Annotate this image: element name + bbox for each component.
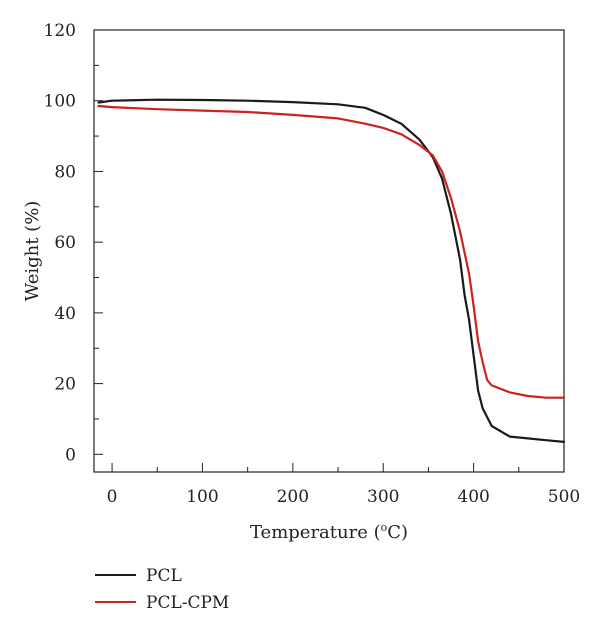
y-tick-label: 40 (54, 304, 76, 324)
y-tick-label: 120 (44, 21, 76, 41)
y-tick-label: 100 (44, 92, 76, 112)
x-tick-label: 200 (277, 487, 309, 507)
x-tick-label: 0 (107, 487, 118, 507)
y-tick-label: 80 (54, 162, 76, 182)
legend-label-pcl: PCL (146, 566, 182, 586)
legend: PCL PCL-CPM (95, 566, 229, 613)
x-axis-title: Temperature (oC) (250, 521, 408, 543)
x-tick-label: 500 (548, 487, 580, 507)
x-tick-label: 100 (186, 487, 218, 507)
y-tick-label: 0 (65, 445, 76, 465)
x-tick-label: 400 (457, 487, 489, 507)
legend-label-pcl-cpm: PCL-CPM (146, 593, 229, 613)
y-tick-label: 60 (54, 233, 76, 253)
y-axis-title: Weight (%) (22, 201, 43, 302)
series-line-pcl (97, 98, 566, 443)
series-layer (97, 98, 566, 443)
x-axis-title-text: Temperature ( (250, 522, 381, 543)
x-tick-label: 300 (367, 487, 399, 507)
x-axis-title-unit: C) (387, 522, 408, 543)
series-line-pcl-cpm (97, 104, 566, 399)
y-axis-ticks: 0 20 40 60 80 100 120 (44, 21, 103, 465)
x-axis-ticks: 0 100 200 300 400 500 (107, 463, 580, 507)
y-tick-label: 20 (54, 375, 76, 395)
x-axis-title-superscript: o (381, 521, 388, 534)
plot-frame (93, 29, 565, 473)
